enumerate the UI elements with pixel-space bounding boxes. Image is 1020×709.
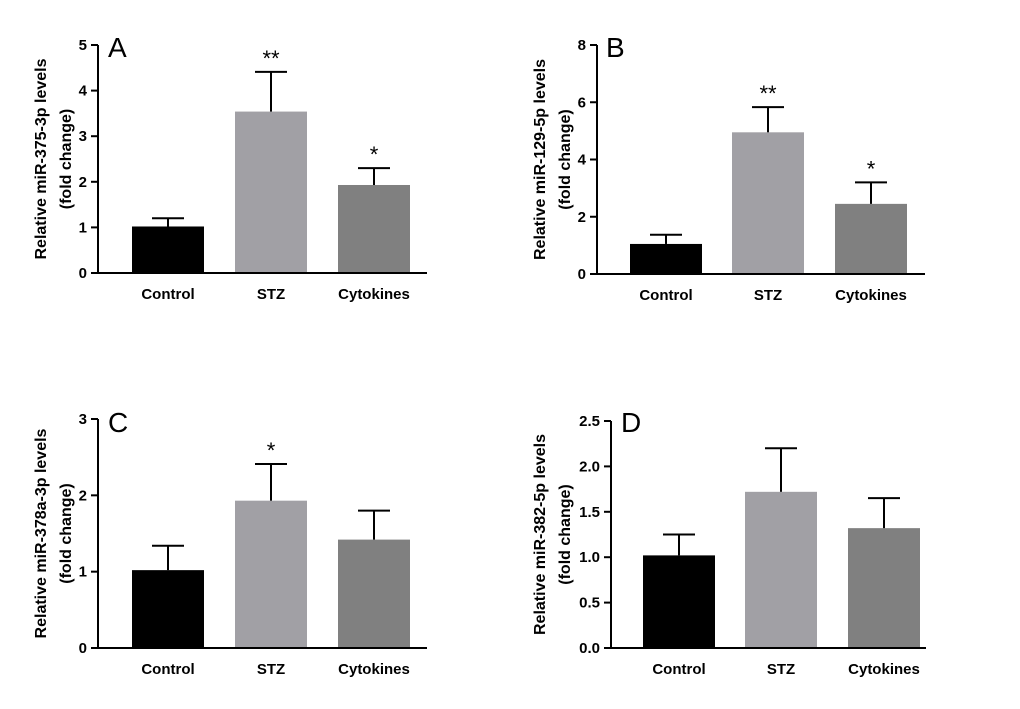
y-tick-label: 2.0 bbox=[579, 458, 600, 475]
significance-marker: * bbox=[867, 156, 876, 181]
bar-stz bbox=[732, 132, 804, 274]
y-tick-label: 5 bbox=[79, 37, 87, 54]
panel-letter: A bbox=[108, 32, 127, 63]
y-tick-label: 0.5 bbox=[579, 595, 600, 612]
panel-letter: C bbox=[108, 407, 128, 438]
y-tick-label: 4 bbox=[79, 83, 88, 100]
y-tick-label: 6 bbox=[578, 94, 586, 111]
bar-stz bbox=[235, 111, 307, 274]
bar-control bbox=[643, 555, 715, 648]
y-axis-title: Relative miR-382-5p levels bbox=[532, 434, 549, 635]
y-axis-title-units: (fold change) bbox=[58, 483, 75, 583]
x-tick-label: STZ bbox=[257, 661, 285, 678]
x-tick-label: STZ bbox=[767, 661, 795, 678]
x-tick-label: Cytokines bbox=[848, 661, 920, 678]
significance-marker: * bbox=[370, 142, 379, 167]
y-tick-label: 0 bbox=[578, 266, 586, 283]
y-tick-label: 0.0 bbox=[579, 640, 600, 657]
significance-marker: * bbox=[267, 438, 276, 463]
y-tick-label: 1.5 bbox=[579, 504, 600, 521]
x-tick-label: Control bbox=[141, 286, 194, 303]
y-tick-label: 0 bbox=[79, 640, 87, 657]
significance-marker: ** bbox=[759, 81, 777, 106]
panel-c: * 0 1 2 3 Control STZ Cytokines Relative miR-378… bbox=[33, 407, 427, 678]
bar-cytokines bbox=[338, 539, 410, 648]
y-tick-label: 1.0 bbox=[579, 549, 600, 566]
y-axis-title: Relative miR-129-5p levels bbox=[532, 59, 549, 260]
y-tick-label: 2 bbox=[79, 174, 87, 191]
x-tick-label: Cytokines bbox=[338, 661, 410, 678]
y-axis-title-units: (fold change) bbox=[557, 484, 574, 584]
y-axis-title-units: (fold change) bbox=[557, 109, 574, 209]
x-tick-label: Control bbox=[639, 287, 692, 304]
panel-letter: D bbox=[621, 407, 641, 438]
y-tick-label: 0 bbox=[79, 265, 87, 282]
y-tick-label: 3 bbox=[79, 128, 87, 145]
x-tick-label: Cytokines bbox=[835, 287, 907, 304]
y-axis-title: Relative miR-378a-3p levels bbox=[33, 428, 50, 638]
y-tick-label: 2.5 bbox=[579, 413, 600, 430]
x-tick-label: Cytokines bbox=[338, 286, 410, 303]
bar-cytokines bbox=[338, 184, 410, 273]
y-axis-title: Relative miR-375-3p levels bbox=[33, 58, 50, 259]
x-tick-label: STZ bbox=[754, 287, 782, 304]
bar-control bbox=[132, 226, 204, 273]
y-axis-title-units: (fold change) bbox=[58, 109, 75, 209]
significance-marker: ** bbox=[262, 46, 280, 71]
y-tick-label: 4 bbox=[578, 152, 587, 169]
bar-control bbox=[630, 243, 702, 274]
y-tick-label: 2 bbox=[578, 209, 586, 226]
bar-cytokines bbox=[835, 203, 907, 274]
bar-stz bbox=[235, 500, 307, 648]
y-tick-label: 2 bbox=[79, 487, 87, 504]
bar-control bbox=[132, 570, 204, 648]
y-tick-label: 3 bbox=[79, 411, 87, 428]
x-tick-label: Control bbox=[141, 661, 194, 678]
y-tick-label: 1 bbox=[79, 219, 87, 236]
x-tick-label: Control bbox=[652, 661, 705, 678]
panel-letter: B bbox=[606, 32, 625, 63]
bar-stz bbox=[745, 491, 817, 648]
bar-cytokines bbox=[848, 528, 920, 648]
y-tick-label: 1 bbox=[79, 564, 87, 581]
x-tick-label: STZ bbox=[257, 286, 285, 303]
panel-d: 0.0 0.5 1.0 1.5 2.0 2.5 Control STZ Cytokines Rel… bbox=[532, 407, 926, 678]
y-tick-label: 8 bbox=[578, 37, 586, 54]
